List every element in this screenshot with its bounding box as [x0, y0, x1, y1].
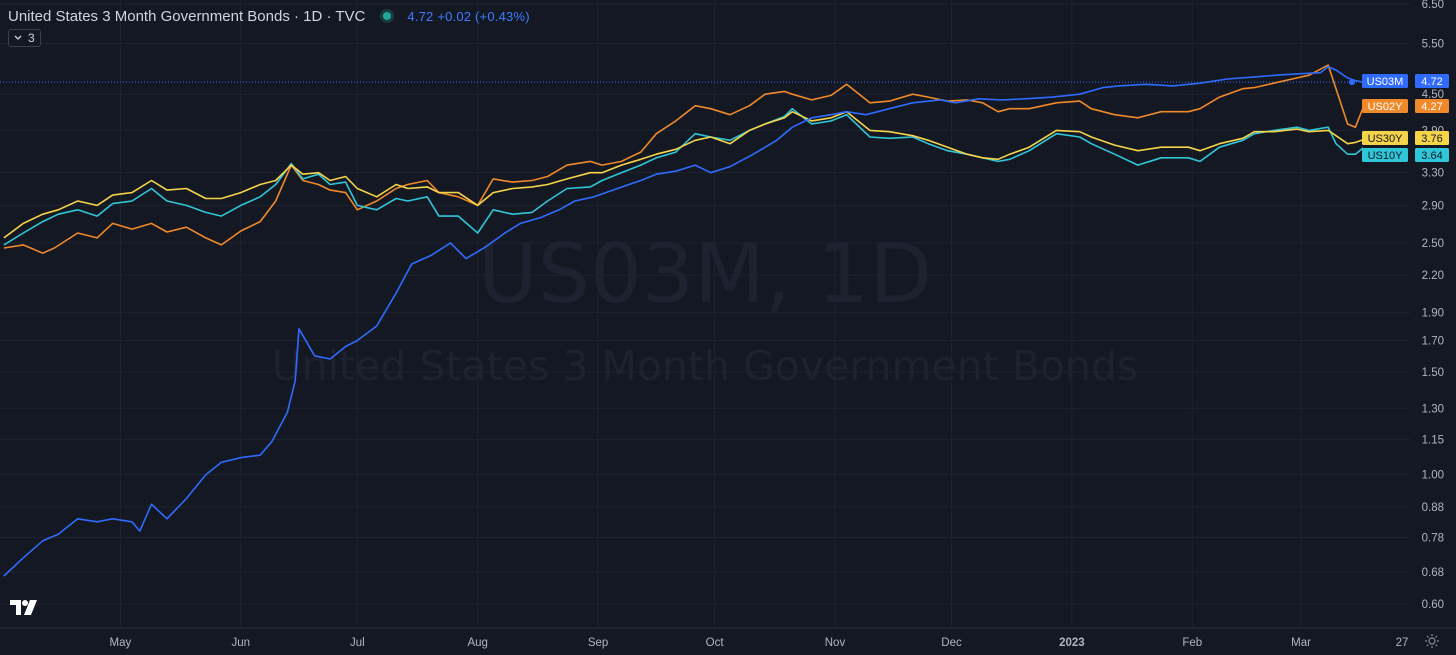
y-tick-label: 5.50 [1422, 38, 1444, 50]
x-tick-label: 27 [1396, 637, 1409, 649]
series-labels: US03M 4.72 US02Y 4.27 US30Y 3.76 US10Y 3.64 [1362, 74, 1449, 162]
series-line-us10y[interactable] [3, 107, 1364, 246]
series-value-text: 4.72 [1421, 76, 1442, 88]
y-tick-label: 1.30 [1422, 403, 1444, 415]
y-tick-label: 1.90 [1422, 307, 1444, 319]
series-value-text: 4.27 [1421, 101, 1442, 113]
series-value-tag [1415, 74, 1449, 88]
x-tick-label: Dec [941, 637, 962, 649]
series-name-tag [1362, 148, 1408, 162]
y-tick-label: 1.15 [1422, 434, 1444, 446]
series-line-us02y[interactable] [3, 64, 1364, 254]
series-name-tag [1362, 131, 1408, 145]
y-tick-label: 6.50 [1422, 0, 1444, 11]
series-label-us10y: US10Y 3.64 [1362, 148, 1449, 162]
series-name-tag [1362, 99, 1408, 113]
x-tick-label: Nov [825, 637, 846, 649]
price-axis[interactable]: 6.505.504.503.903.302.902.502.201.901.70… [1422, 0, 1444, 611]
y-tick-label: 1.00 [1422, 470, 1444, 482]
x-tick-label: Jun [232, 637, 251, 649]
y-tick-label: 0.60 [1422, 599, 1444, 611]
last-quote: 4.72 +0.02 (+0.43%) [407, 9, 529, 24]
y-tick-label: 0.88 [1422, 502, 1444, 514]
y-tick-label: 1.70 [1422, 335, 1444, 347]
x-tick-label: Aug [467, 637, 487, 649]
watermark: US03M, 1D United States 3 Month Governme… [272, 227, 1139, 390]
series-layer[interactable] [3, 64, 1364, 577]
series-name-text: US03M [1367, 76, 1404, 88]
time-axis[interactable]: May Jun Jul Aug Sep Oct Nov Dec 2023 Feb Mar 27 [110, 637, 1409, 649]
series-label-us03m: US03M 4.72 [1362, 74, 1449, 88]
series-value-tag [1415, 99, 1449, 113]
tradingview-logo-icon[interactable] [10, 600, 40, 616]
series-value-tag [1415, 148, 1449, 162]
x-tick-label: 2023 [1059, 637, 1085, 649]
chevron-down-icon [14, 35, 22, 40]
legend-header: United States 3 Month Government Bonds ·… [8, 6, 530, 26]
x-tick-label: Jul [350, 637, 365, 649]
x-tick-label: Oct [706, 637, 725, 649]
series-name-text: US10Y [1368, 150, 1404, 162]
market-status-icon [383, 12, 392, 20]
series-value-text: 3.76 [1421, 133, 1442, 145]
y-tick-label: 3.30 [1422, 168, 1444, 180]
y-tick-label: 0.68 [1422, 567, 1444, 579]
series-value-text: 3.64 [1421, 150, 1442, 162]
x-tick-label: Mar [1291, 637, 1311, 649]
watermark-symbol: US03M, 1D [478, 227, 933, 322]
x-tick-label: Feb [1182, 637, 1202, 649]
y-tick-label: 2.20 [1422, 270, 1444, 282]
series-name-tag [1362, 74, 1408, 88]
price-change: +0.02 [437, 8, 472, 24]
last-point-marker [1349, 79, 1355, 86]
series-name-text: US30Y [1368, 133, 1404, 145]
watermark-name: United States 3 Month Government Bonds [272, 342, 1139, 390]
price-change-pct: (+0.43%) [475, 8, 530, 24]
indicators-toggle-button[interactable]: 3 [8, 29, 41, 47]
series-name-text: US02Y [1368, 101, 1404, 113]
y-tick-label: 0.78 [1422, 533, 1444, 545]
y-tick-label: 4.50 [1422, 89, 1444, 101]
series-label-us02y: US02Y 4.27 [1362, 99, 1449, 113]
series-value-tag [1415, 131, 1449, 145]
x-tick-label: May [110, 637, 132, 649]
settings-gear-icon[interactable] [1424, 633, 1440, 649]
y-tick-label: 1.50 [1422, 367, 1444, 379]
series-line-us30y[interactable] [3, 110, 1364, 239]
series-label-us30y: US30Y 3.76 [1362, 131, 1449, 145]
last-price: 4.72 [407, 8, 434, 24]
indicators-count: 3 [28, 31, 35, 45]
y-tick-label: 2.90 [1422, 200, 1444, 212]
x-tick-label: Sep [588, 637, 608, 649]
series-line-us03m[interactable] [3, 65, 1364, 577]
symbol-title[interactable]: United States 3 Month Government Bonds ·… [8, 7, 366, 25]
y-tick-label: 2.50 [1422, 238, 1444, 250]
